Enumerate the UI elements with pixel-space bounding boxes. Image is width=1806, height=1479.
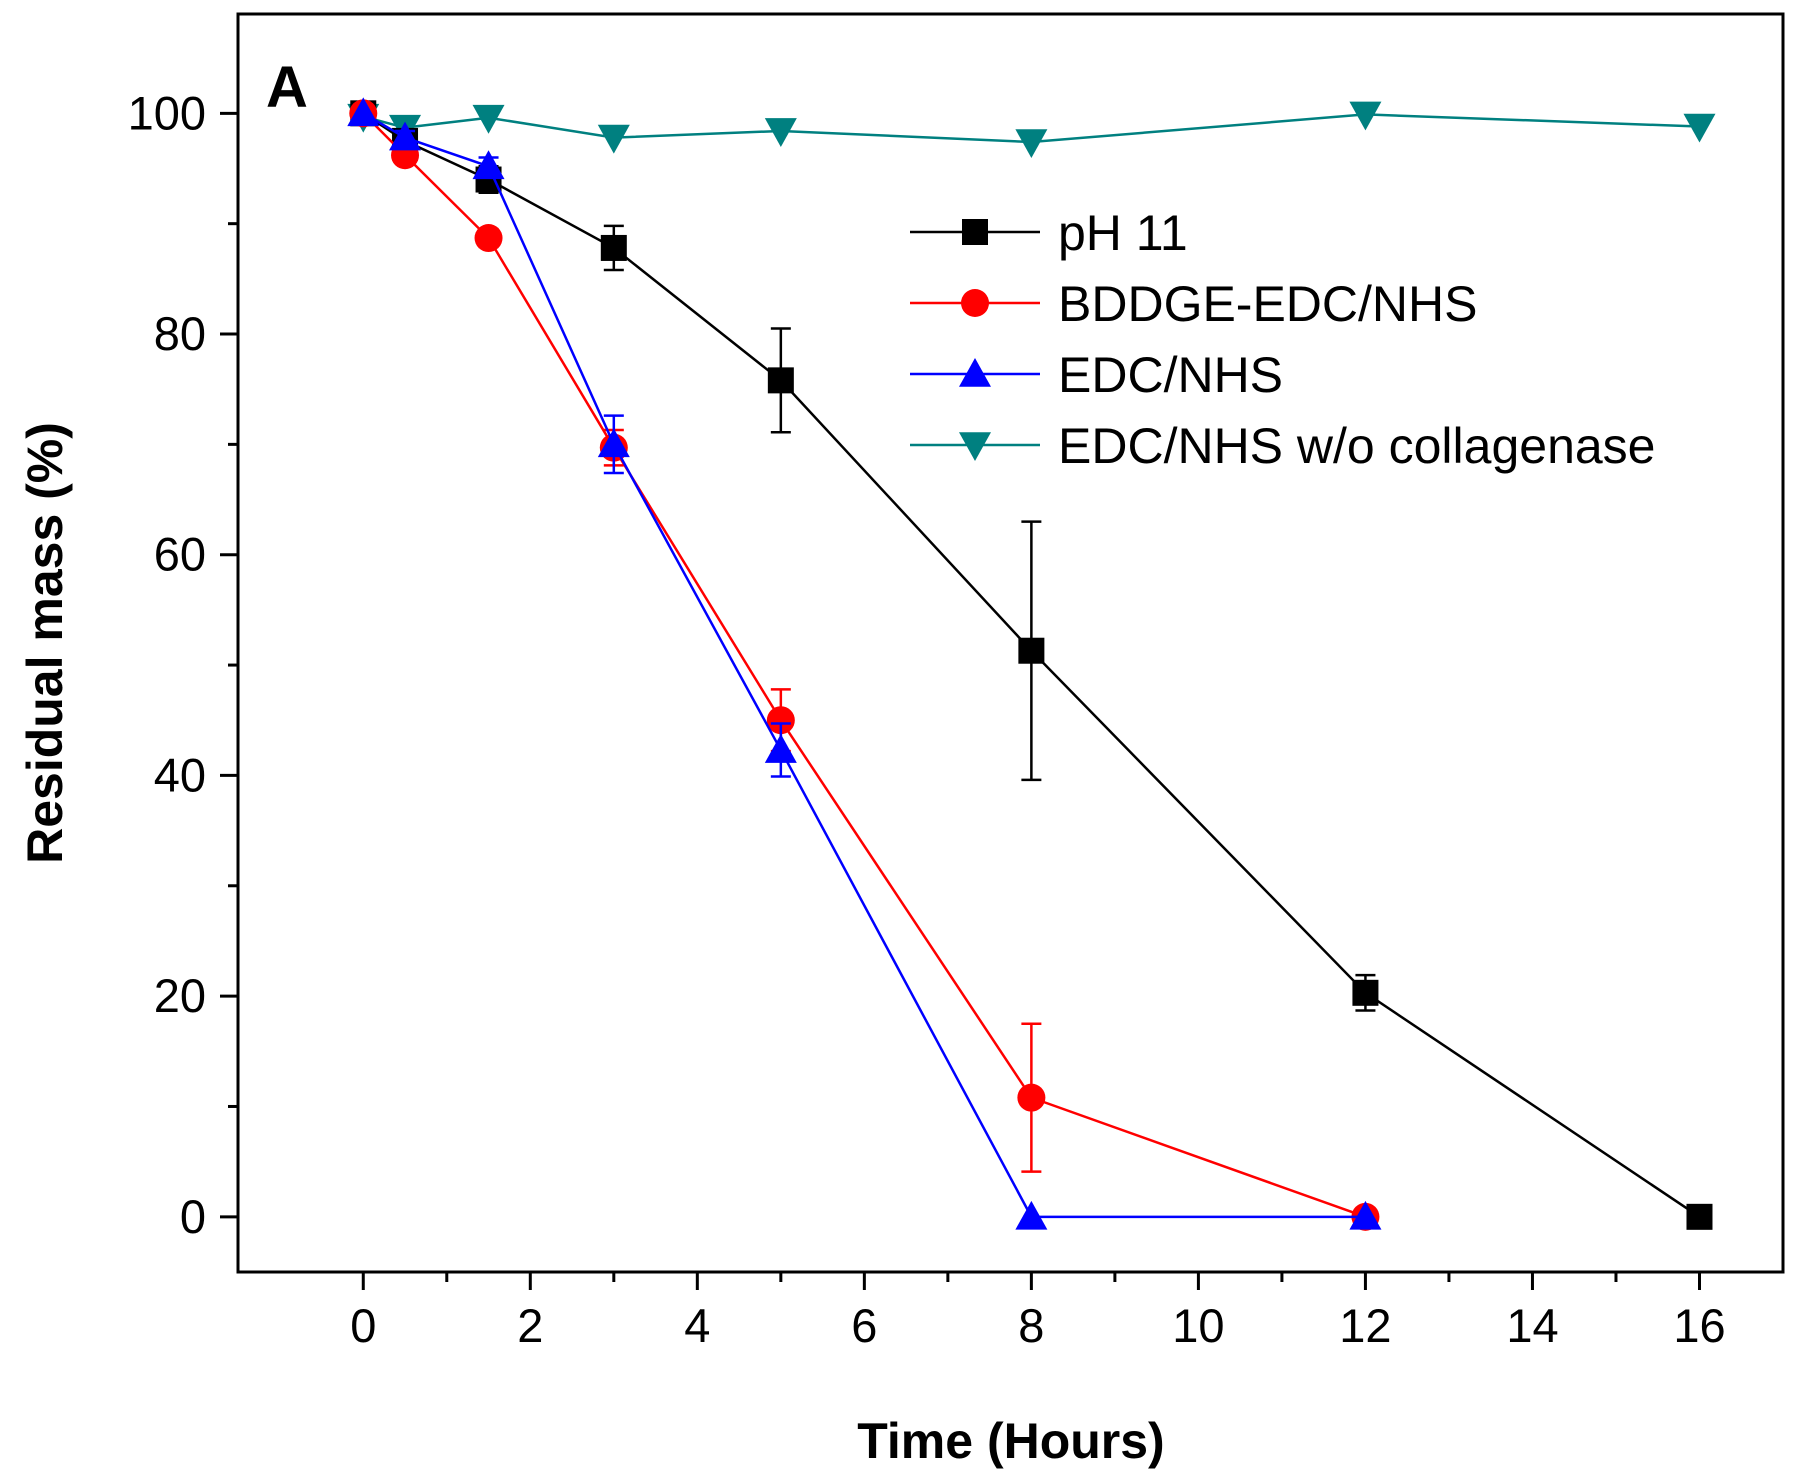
data-point — [1349, 1200, 1382, 1230]
data-point — [1686, 1203, 1713, 1230]
legend-label: EDC/NHS — [1058, 347, 1283, 403]
x-tick-label: 4 — [684, 1299, 710, 1352]
series-edc-nhs — [347, 97, 1382, 1230]
data-point — [389, 121, 422, 151]
x-tick-label: 2 — [517, 1299, 543, 1352]
x-tick-label: 10 — [1172, 1299, 1224, 1352]
data-point — [474, 224, 503, 253]
data-point — [600, 234, 627, 261]
legend-marker — [959, 358, 991, 387]
data-point — [764, 734, 797, 763]
plot-frame — [236, 12, 1785, 1274]
data-point — [472, 150, 505, 180]
legend-marker — [962, 219, 988, 245]
data-point — [1683, 113, 1716, 143]
data-point — [764, 118, 797, 147]
series-layer — [347, 97, 1716, 1231]
y-tick-label: 100 — [128, 86, 206, 139]
y-tick-label: 0 — [180, 1190, 206, 1243]
data-point — [1349, 101, 1382, 131]
x-tick-label: 0 — [350, 1299, 376, 1352]
data-point — [1015, 1200, 1048, 1230]
data-point — [1015, 129, 1048, 159]
x-tick-label: 14 — [1506, 1299, 1558, 1352]
data-point — [1352, 979, 1379, 1006]
legend-label: pH 11 — [1058, 205, 1188, 261]
data-point — [347, 97, 380, 127]
legend: pH 11 BDDGE-EDC/NHS EDC/NHS EDC/NHS w/o col… — [910, 205, 1656, 474]
data-point — [597, 428, 630, 458]
legend-marker — [961, 289, 989, 317]
y-tick-label: 60 — [154, 528, 206, 581]
y-tick-label: 40 — [154, 748, 206, 801]
x-tick-label: 8 — [1018, 1299, 1044, 1352]
legend-marker — [959, 432, 991, 461]
y-tick-label: 20 — [154, 969, 206, 1022]
legend-label: EDC/NHS w/o collagenase — [1058, 418, 1656, 474]
y-axis-title: Residual mass (%) — [17, 422, 73, 864]
data-point — [1018, 637, 1045, 664]
x-axis-title: Time (Hours) — [857, 1413, 1164, 1469]
legend-label: BDDGE-EDC/NHS — [1058, 276, 1477, 332]
axis-ticks: 0 2 4 6 8 10 12 14 16 0 20 40 60 80 100 — [128, 86, 1726, 1352]
panel-label: A — [266, 55, 308, 120]
data-point — [472, 104, 505, 134]
data-point — [597, 124, 630, 154]
data-point — [767, 367, 794, 394]
x-tick-label: 6 — [851, 1299, 877, 1352]
data-point — [1017, 1083, 1046, 1112]
x-tick-label: 12 — [1339, 1299, 1391, 1352]
y-tick-label: 80 — [154, 307, 206, 360]
series-line — [362, 113, 1700, 144]
x-tick-label: 16 — [1673, 1299, 1725, 1352]
data-point — [766, 706, 795, 735]
